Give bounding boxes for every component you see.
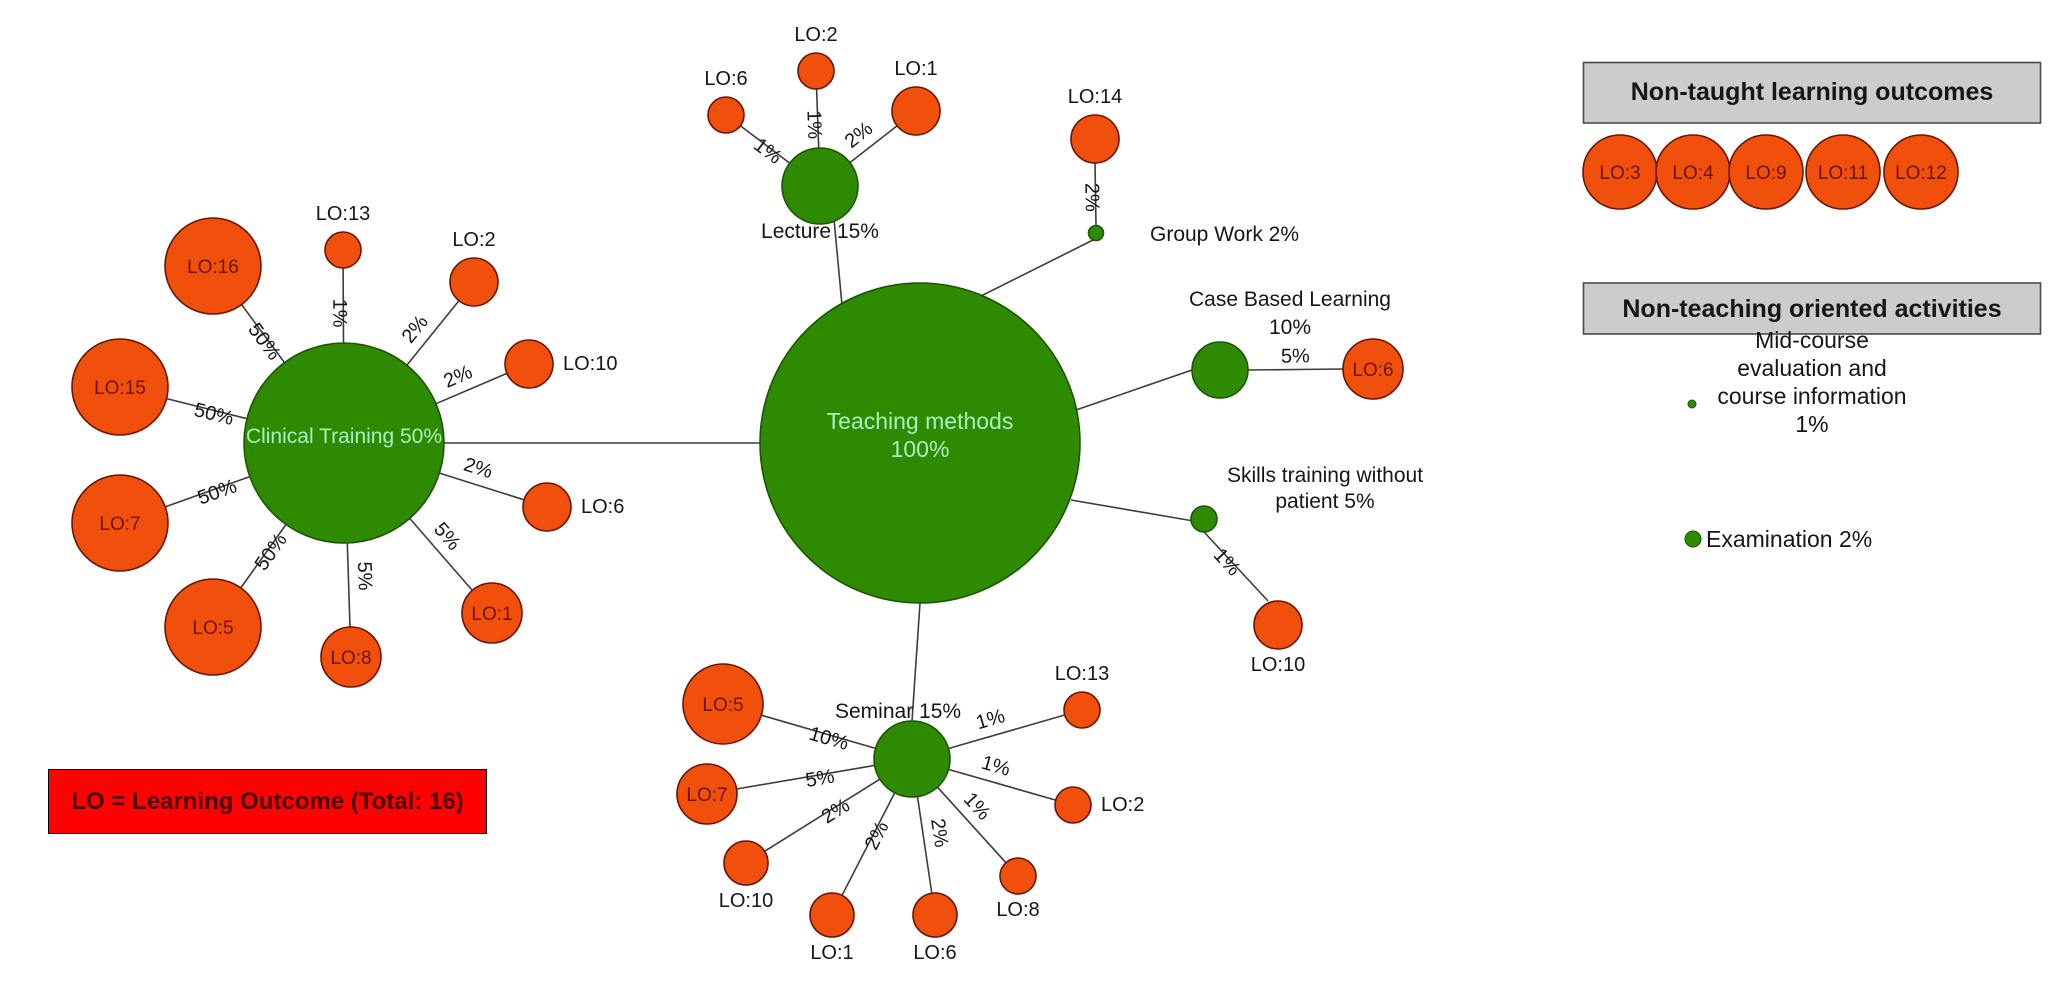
svg-text:patient 5%: patient 5% bbox=[1275, 490, 1374, 513]
svg-text:LO:6: LO:6 bbox=[581, 496, 624, 518]
svg-text:LO:8: LO:8 bbox=[996, 899, 1039, 921]
svg-text:5%: 5% bbox=[1281, 345, 1310, 367]
svg-text:LO:10: LO:10 bbox=[1251, 654, 1305, 676]
svg-text:10%: 10% bbox=[1269, 316, 1311, 339]
svg-text:LO:5: LO:5 bbox=[192, 618, 233, 639]
svg-text:LO:5: LO:5 bbox=[702, 695, 743, 716]
svg-text:Seminar 15%: Seminar 15% bbox=[835, 700, 961, 723]
svg-text:LO:2: LO:2 bbox=[794, 24, 837, 46]
svg-text:course information: course information bbox=[1717, 383, 1906, 409]
svg-text:Mid-course: Mid-course bbox=[1755, 327, 1869, 353]
svg-text:1%: 1% bbox=[1209, 544, 1245, 580]
svg-text:2%: 2% bbox=[398, 311, 433, 347]
svg-text:LO:2: LO:2 bbox=[1101, 794, 1144, 816]
svg-text:10%: 10% bbox=[806, 723, 851, 755]
svg-text:LO:1: LO:1 bbox=[894, 58, 937, 80]
svg-text:2%: 2% bbox=[1080, 183, 1102, 212]
svg-text:LO:4: LO:4 bbox=[1672, 163, 1714, 184]
svg-text:LO:7: LO:7 bbox=[99, 514, 140, 535]
svg-text:LO:6: LO:6 bbox=[704, 68, 747, 90]
svg-text:2%: 2% bbox=[461, 454, 495, 484]
svg-text:LO:10: LO:10 bbox=[719, 890, 773, 912]
svg-text:LO:1: LO:1 bbox=[810, 942, 853, 964]
svg-text:Case Based Learning: Case Based Learning bbox=[1189, 288, 1391, 311]
svg-text:1%: 1% bbox=[802, 110, 825, 140]
svg-text:LO:13: LO:13 bbox=[1055, 663, 1109, 685]
svg-text:50%: 50% bbox=[192, 399, 236, 430]
svg-text:Clinical Training 50%: Clinical Training 50% bbox=[246, 425, 442, 448]
svg-text:LO:7: LO:7 bbox=[686, 785, 727, 806]
svg-text:Lecture 15%: Lecture 15% bbox=[761, 220, 879, 243]
svg-text:1%: 1% bbox=[328, 299, 350, 328]
svg-text:LO:14: LO:14 bbox=[1068, 86, 1122, 108]
svg-text:Examination 2%: Examination 2% bbox=[1706, 526, 1872, 552]
svg-text:LO:8: LO:8 bbox=[330, 648, 371, 669]
svg-text:50%: 50% bbox=[243, 319, 285, 364]
svg-text:2%: 2% bbox=[841, 118, 877, 153]
svg-text:LO:6: LO:6 bbox=[1352, 360, 1393, 381]
svg-text:LO:10: LO:10 bbox=[563, 353, 617, 375]
svg-text:1%: 1% bbox=[1795, 411, 1828, 437]
svg-text:50%: 50% bbox=[251, 529, 292, 575]
svg-text:5%: 5% bbox=[353, 561, 376, 591]
svg-text:LO:11: LO:11 bbox=[1818, 163, 1868, 184]
svg-text:100%: 100% bbox=[891, 436, 950, 462]
svg-text:LO:9: LO:9 bbox=[1745, 163, 1786, 184]
svg-text:LO:16: LO:16 bbox=[187, 257, 239, 278]
svg-text:Non-taught learning outcomes: Non-taught learning outcomes bbox=[1631, 78, 1994, 106]
svg-text:LO:3: LO:3 bbox=[1599, 163, 1640, 184]
svg-text:LO:6: LO:6 bbox=[913, 942, 956, 964]
svg-text:evaluation and: evaluation and bbox=[1737, 355, 1887, 381]
svg-text:Non-teaching oriented activiti: Non-teaching oriented activities bbox=[1622, 295, 2001, 323]
svg-text:Teaching methods: Teaching methods bbox=[827, 408, 1014, 434]
svg-text:1%: 1% bbox=[979, 752, 1013, 781]
svg-text:50%: 50% bbox=[195, 475, 240, 509]
svg-text:LO:12: LO:12 bbox=[1895, 163, 1947, 184]
svg-text:2%: 2% bbox=[926, 817, 952, 849]
svg-text:5%: 5% bbox=[429, 519, 465, 555]
svg-text:1%: 1% bbox=[749, 134, 785, 169]
svg-text:1%: 1% bbox=[959, 788, 995, 824]
svg-text:Group Work 2%: Group Work 2% bbox=[1150, 223, 1299, 246]
svg-text:LO:1: LO:1 bbox=[471, 604, 512, 625]
svg-text:LO:13: LO:13 bbox=[316, 203, 370, 225]
svg-text:2%: 2% bbox=[440, 361, 475, 393]
svg-text:LO:15: LO:15 bbox=[94, 378, 146, 399]
svg-text:5%: 5% bbox=[804, 765, 836, 792]
svg-text:Skills training without: Skills training without bbox=[1227, 464, 1423, 487]
svg-text:LO:2: LO:2 bbox=[452, 229, 495, 251]
svg-text:1%: 1% bbox=[974, 705, 1008, 734]
